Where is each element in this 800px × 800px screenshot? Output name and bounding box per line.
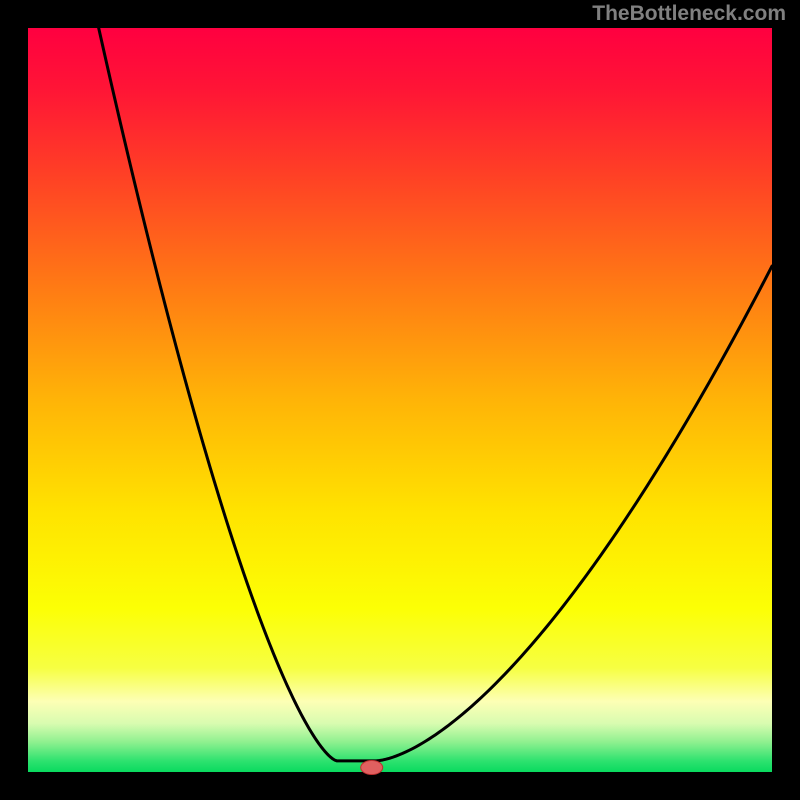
watermark-text: TheBottleneck.com <box>592 2 786 26</box>
plot-background <box>28 28 772 772</box>
current-config-marker <box>361 761 383 775</box>
